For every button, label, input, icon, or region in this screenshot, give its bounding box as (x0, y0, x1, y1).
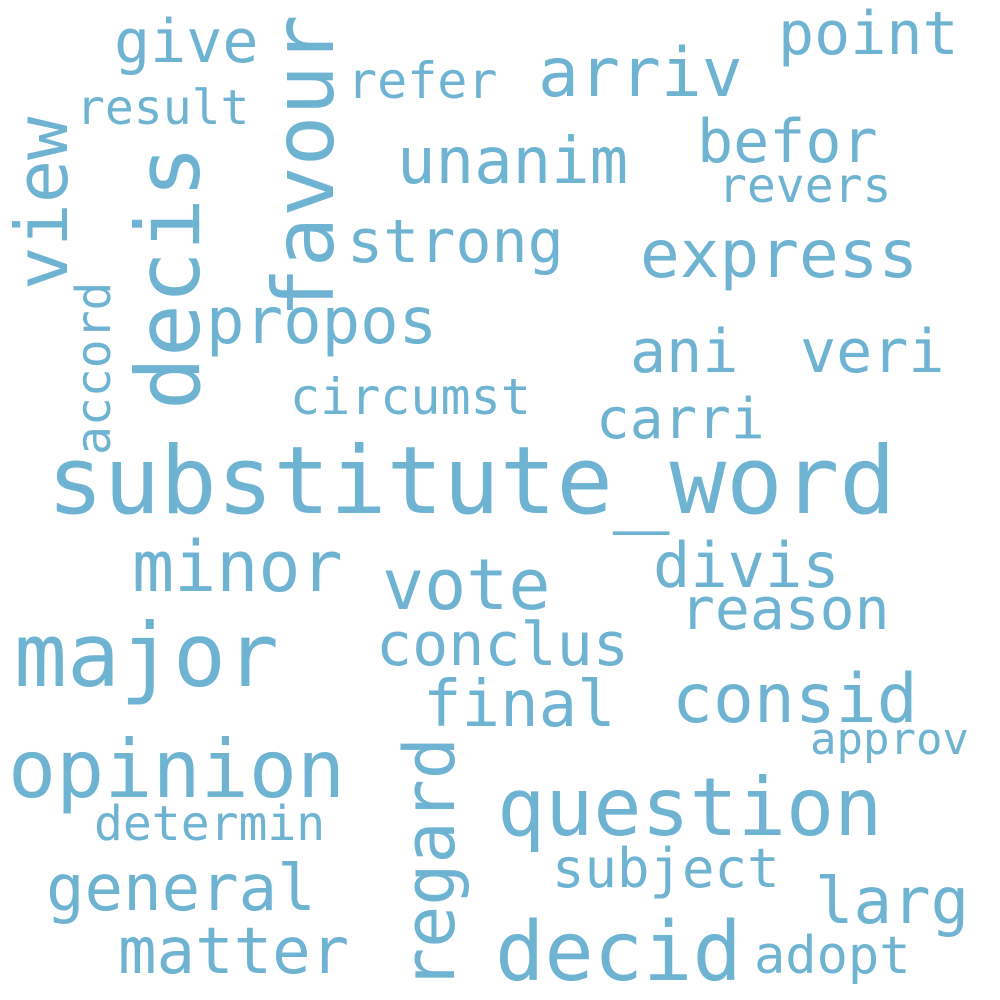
word-vote: vote (382, 544, 551, 626)
word-consid: consid (672, 660, 918, 739)
word-decis: decis (117, 145, 220, 410)
word-revers: revers (718, 158, 892, 214)
word-point: point (778, 0, 959, 69)
word-larg: larg (815, 865, 970, 939)
word-express: express (640, 216, 919, 293)
word-circumst: circumst (290, 368, 531, 426)
word-result: result (76, 80, 250, 136)
word-decid: decid (495, 905, 742, 1000)
word-reason: reason (680, 575, 890, 643)
word-befor: befor (697, 107, 878, 177)
word-matter: matter (118, 915, 350, 989)
word-favour: favour (255, 14, 353, 318)
word-adopt: adopt (754, 926, 911, 986)
word-general: general (46, 852, 316, 926)
word-question: question (497, 761, 883, 854)
word-final: final (423, 668, 616, 742)
word-carri: carri (596, 387, 765, 452)
word-strong: strong (347, 207, 564, 277)
word-divis: divis (653, 529, 840, 602)
word-propos: propos (206, 285, 438, 359)
word-unanim: unanim (397, 125, 629, 199)
word-veri: veri (800, 317, 945, 387)
word-approv: approv (810, 714, 969, 765)
word-substitute-word: substitute_word (47, 427, 896, 536)
word-regard: regard (389, 737, 471, 990)
word-conclus: conclus (376, 610, 629, 680)
word-view: view (0, 116, 84, 290)
word-refer: refer (347, 52, 498, 110)
word-give: give (114, 7, 259, 77)
word-subject: subject (552, 837, 780, 900)
word-major: major (14, 604, 279, 707)
word-minor: minor (132, 526, 343, 608)
word-accord: accord (66, 281, 122, 455)
word-arriv: arriv (538, 34, 743, 113)
word-ani: ani (630, 317, 739, 387)
word-determin: determin (94, 796, 326, 852)
word-opinion: opinion (8, 723, 346, 816)
